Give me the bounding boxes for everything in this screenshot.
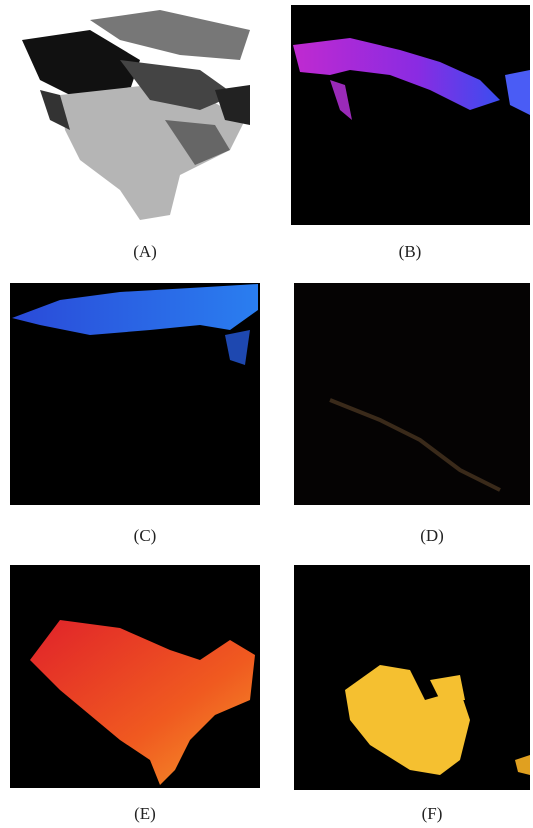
- page: {"panels": [{"label": "(A)"}, {"label": …: [0, 0, 533, 828]
- panel-label: (B): [399, 242, 422, 261]
- panel-label: (E): [134, 804, 156, 823]
- panel-f: [294, 565, 530, 790]
- panel-b: [291, 5, 530, 225]
- panel-label: (F): [422, 804, 443, 823]
- figure: (A) (B) (C) (D) (E) (F): [0, 0, 533, 828]
- panel-label: (A): [133, 242, 157, 261]
- panel-d: [294, 283, 530, 505]
- panel-e: [10, 565, 260, 788]
- panel-c: [10, 283, 260, 505]
- panel-label: (D): [420, 526, 444, 545]
- panel-a: [22, 5, 253, 222]
- panel-label: (C): [134, 526, 157, 545]
